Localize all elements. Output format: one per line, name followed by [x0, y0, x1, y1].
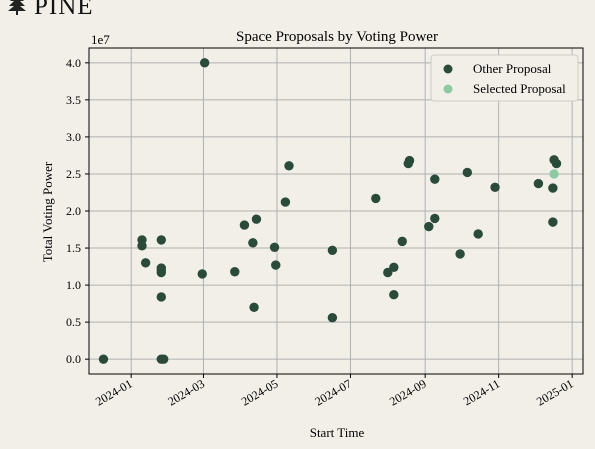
x-axis-ticks: 2024-01 2024-03 2024-05 2024-07 2024-09 2024-… — [93, 374, 576, 409]
other-proposal-point — [371, 193, 381, 204]
legend-label-selected: Selected Proposal — [473, 81, 566, 96]
y-tick-label: 0.5 — [66, 315, 81, 329]
other-proposal-point — [156, 292, 166, 302]
other-proposal-point — [490, 182, 500, 192]
data-points — [98, 58, 562, 364]
grid-lines — [89, 48, 583, 374]
other-proposal-point — [248, 238, 258, 248]
other-proposal-point — [462, 167, 473, 178]
y-tick-label: 0.0 — [66, 352, 81, 366]
brand-name: PINE — [34, 0, 94, 20]
other-proposal-point — [156, 267, 166, 278]
brand-logo: PINE — [6, 0, 94, 20]
other-proposal-point — [424, 221, 434, 232]
other-proposal-point — [473, 229, 483, 239]
other-proposal-point — [389, 262, 399, 273]
other-proposal-point — [199, 58, 210, 68]
other-proposal-point — [397, 236, 407, 247]
other-proposal-point — [404, 155, 415, 166]
other-proposal-point — [230, 267, 240, 277]
other-proposal-point — [327, 312, 338, 323]
other-proposal-point — [269, 242, 280, 253]
other-proposal-point — [551, 158, 562, 169]
other-proposal-point — [98, 354, 109, 364]
selected-proposal-point — [549, 169, 559, 179]
legend-marker-selected — [443, 84, 453, 94]
chart-title: Space Proposals by Voting Power — [236, 29, 438, 45]
y-tick-label: 3.0 — [66, 130, 81, 144]
y-axis-multiplier: 1e7 — [91, 32, 110, 47]
other-proposal-point — [159, 354, 169, 364]
legend-marker-other — [443, 64, 453, 74]
other-proposal-point — [327, 245, 338, 255]
x-tick-label: 2024-09 — [387, 376, 429, 408]
y-axis-ticks: 0.0 0.5 1.0 1.5 2.0 2.5 3.0 3.5 4.0 — [66, 56, 89, 366]
other-proposal-point — [533, 178, 544, 189]
y-tick-label: 3.5 — [66, 93, 81, 107]
x-tick-label: 2025-01 — [534, 376, 576, 408]
x-tick-label: 2024-11 — [461, 376, 502, 408]
legend-label-other: Other Proposal — [473, 61, 552, 76]
x-tick-label: 2024-03 — [165, 376, 207, 408]
other-proposal-point — [140, 258, 151, 268]
other-proposal-point — [430, 213, 440, 224]
other-proposal-point — [548, 183, 558, 193]
other-proposal-point — [239, 220, 250, 230]
other-proposal-point — [284, 161, 294, 171]
y-tick-label: 1.0 — [66, 278, 81, 292]
y-tick-label: 2.5 — [66, 167, 81, 181]
y-tick-label: 1.5 — [66, 241, 81, 255]
y-tick-label: 4.0 — [66, 56, 81, 70]
legend-box — [430, 54, 579, 102]
x-tick-label: 2024-05 — [239, 376, 281, 408]
pine-tree-icon — [6, 0, 28, 20]
x-tick-label: 2024-01 — [93, 376, 135, 408]
other-proposal-point — [280, 197, 291, 207]
other-proposal-point — [251, 214, 262, 224]
other-proposal-point — [137, 241, 147, 251]
other-proposal-point — [249, 302, 259, 313]
other-proposal-point — [430, 174, 440, 184]
x-tick-label: 2024-07 — [312, 376, 354, 408]
other-proposal-point — [455, 249, 465, 259]
x-axis-label: Start Time — [310, 425, 365, 440]
other-proposal-point — [389, 290, 399, 300]
other-proposal-point — [271, 260, 281, 270]
other-proposal-point — [548, 217, 558, 227]
other-proposal-point — [197, 269, 207, 279]
y-tick-label: 2.0 — [66, 204, 81, 218]
other-proposal-point — [156, 235, 166, 245]
y-axis-label: Total Voting Power — [40, 161, 55, 262]
legend: Other Proposal Selected Proposal — [430, 54, 579, 102]
